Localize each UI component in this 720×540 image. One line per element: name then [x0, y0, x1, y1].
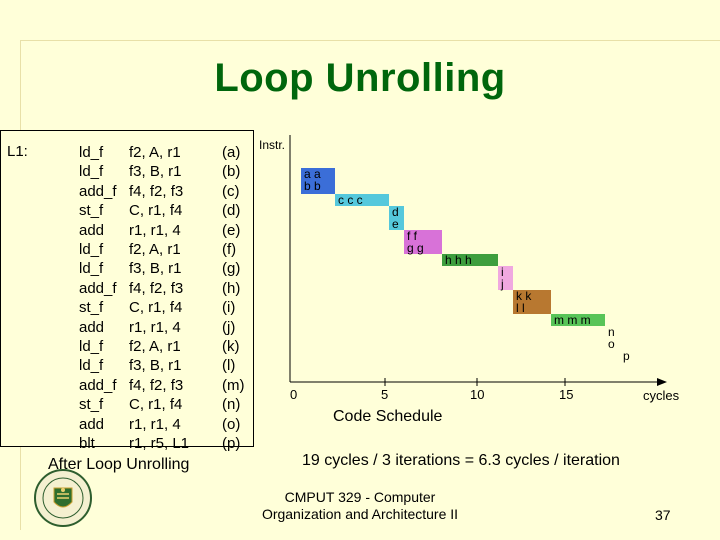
- code-tag: (a): [222, 144, 241, 161]
- code-args: r1, r1, 4: [129, 319, 181, 336]
- code-tag: (f): [222, 241, 237, 258]
- course-footer: CMPUT 329 - Computer Organization and Ar…: [261, 489, 459, 522]
- schedule-block: c c c: [335, 194, 389, 206]
- schedule-block-label: d: [392, 205, 399, 219]
- schedule-block-label: l l: [516, 301, 525, 315]
- code-args: f2, A, r1: [129, 241, 181, 258]
- code-op: add: [79, 319, 105, 336]
- after-unrolling-caption: After Loop Unrolling: [48, 456, 190, 473]
- code-op: add_f: [79, 183, 117, 200]
- code-schedule-diagram: [289, 135, 667, 386]
- schedule-block-label: k k: [516, 289, 532, 303]
- code-tag: (e): [222, 222, 241, 239]
- schedule-block-label: i: [501, 265, 504, 279]
- schedule-block: m m m: [551, 314, 605, 326]
- tick-label-10: 10: [470, 387, 485, 402]
- schedule-block-label: b b: [304, 179, 321, 193]
- code-args: f4, f2, f3: [129, 377, 184, 394]
- code-tag: (d): [222, 202, 241, 219]
- code-tag: (m): [222, 377, 245, 394]
- schedule-block: h h h: [442, 254, 498, 266]
- code-op: st_f: [79, 202, 104, 219]
- code-tag: (g): [222, 260, 241, 277]
- code-op: ld_f: [79, 163, 104, 180]
- code-op: st_f: [79, 299, 104, 316]
- code-listing-box: [0, 130, 254, 447]
- schedule-block-label: p: [623, 349, 630, 363]
- code-args: f3, B, r1: [129, 163, 182, 180]
- tick-label-5: 5: [381, 387, 389, 402]
- schedule-block-label: n: [608, 325, 615, 339]
- schedule-block: p: [620, 350, 635, 362]
- code-args: C, r1, f4: [129, 202, 183, 219]
- schedule-block-label: m m m: [554, 313, 591, 327]
- code-tag: (c): [222, 183, 240, 200]
- code-op: add: [79, 416, 105, 433]
- code-args: f3, B, r1: [129, 357, 182, 374]
- code-tag: (p): [222, 435, 241, 452]
- code-args: r1, r1, 4: [129, 416, 181, 433]
- code-op: st_f: [79, 396, 104, 413]
- x-axis-label: cycles: [643, 388, 680, 403]
- code-args: r1, r1, 4: [129, 222, 181, 239]
- code-op: ld_f: [79, 144, 104, 161]
- schedule-block-label: j: [501, 277, 504, 291]
- schedule-block-label: h h h: [445, 253, 472, 267]
- code-tag: (n): [222, 396, 241, 413]
- y-axis-label: Instr.: [259, 138, 286, 152]
- code-args: C, r1, f4: [129, 299, 183, 316]
- top-decor-rule: [20, 40, 720, 41]
- cycles-summary: 19 cycles / 3 iterations = 6.3 cycles / …: [302, 452, 620, 469]
- code-op: ld_f: [79, 338, 104, 355]
- tick-label-15: 15: [559, 387, 574, 402]
- code-tag: (o): [222, 416, 241, 433]
- code-args: f2, A, r1: [129, 144, 181, 161]
- code-args: f2, A, r1: [129, 338, 181, 355]
- schedule-block-label: f f: [407, 229, 418, 243]
- loop-label: L1:: [7, 143, 28, 160]
- schedule-caption: Code Schedule: [333, 408, 443, 425]
- slide-title: Loop Unrolling: [214, 56, 506, 100]
- page-number: 37: [655, 507, 671, 523]
- schedule-block-label: o: [608, 337, 615, 351]
- code-tag: (j): [222, 319, 236, 336]
- code-args: f4, f2, f3: [129, 183, 184, 200]
- schedule-block-label: g g: [407, 241, 424, 255]
- code-tag: (b): [222, 163, 241, 180]
- schedule-block-label: e: [392, 217, 399, 231]
- university-seal-icon: [34, 469, 92, 527]
- code-op: ld_f: [79, 357, 104, 374]
- code-tag: (h): [222, 280, 241, 297]
- code-op: blt: [79, 435, 95, 452]
- schedule-block-label: c c c: [338, 193, 363, 207]
- code-op: ld_f: [79, 260, 104, 277]
- code-args: f3, B, r1: [129, 260, 182, 277]
- code-args: C, r1, f4: [129, 396, 183, 413]
- tick-label-0: 0: [290, 387, 298, 402]
- x-axis-arrowhead: [657, 378, 667, 386]
- code-op: add: [79, 222, 105, 239]
- code-tag: (i): [222, 299, 236, 316]
- code-tag: (k): [222, 338, 240, 355]
- schedule-block-label: a a: [304, 167, 321, 181]
- code-args: f4, f2, f3: [129, 280, 184, 297]
- code-tag: (l): [222, 357, 236, 374]
- code-args: r1, r5, L1: [129, 435, 190, 452]
- code-op: add_f: [79, 377, 117, 394]
- code-op: add_f: [79, 280, 117, 297]
- code-op: ld_f: [79, 241, 104, 258]
